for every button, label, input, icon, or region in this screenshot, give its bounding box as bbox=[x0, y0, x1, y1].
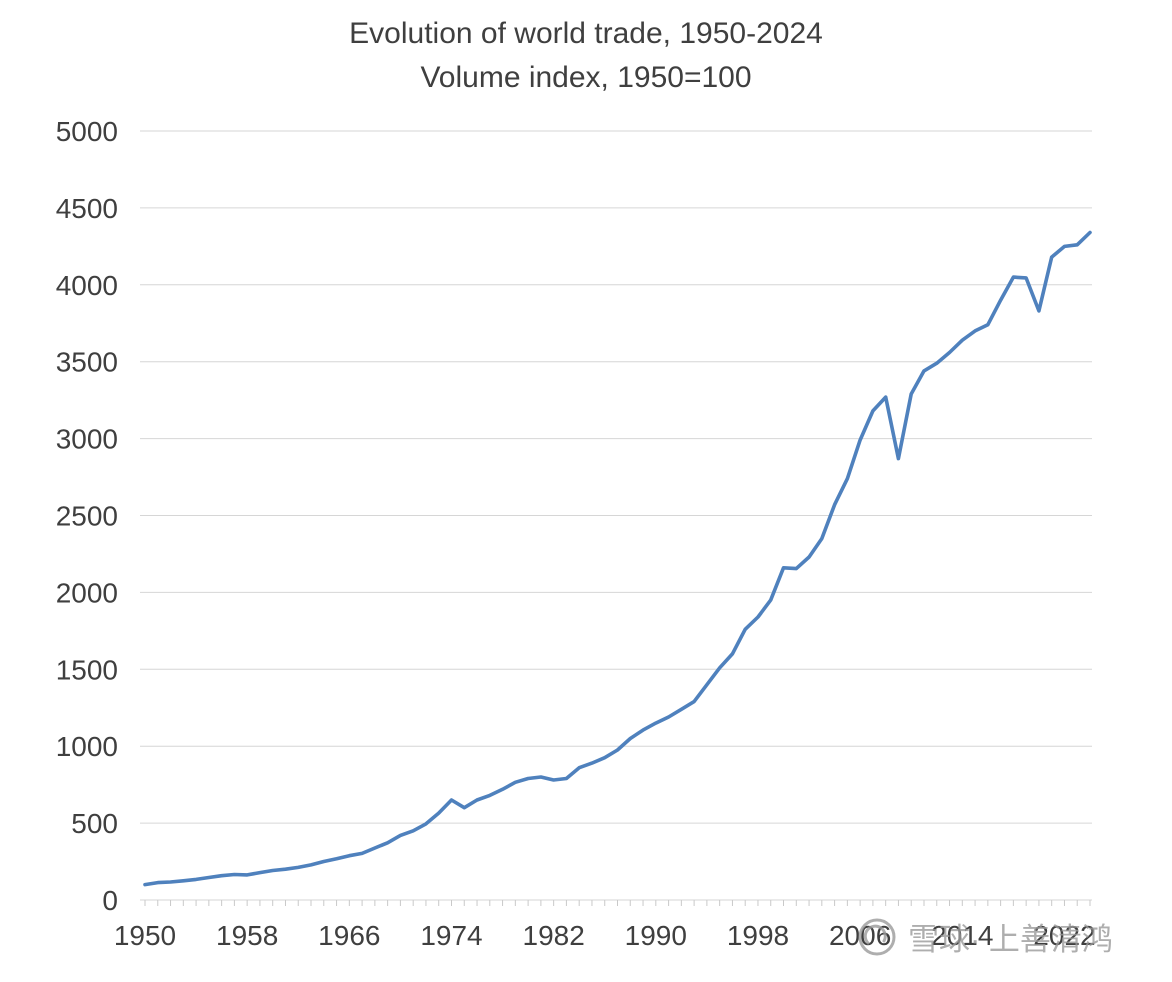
xueqiu-snowball-logo-icon bbox=[858, 918, 896, 955]
chart-title-block: Evolution of world trade, 1950-2024 Volu… bbox=[0, 12, 1172, 99]
x-axis-tick-label: 2014 bbox=[931, 920, 993, 951]
y-axis-tick-label: 4000 bbox=[56, 270, 118, 301]
y-axis-tick-label: 2500 bbox=[56, 501, 118, 532]
y-axis-tick-label: 500 bbox=[71, 808, 118, 839]
y-axis-tick-label: 3500 bbox=[56, 347, 118, 378]
trade-volume-line bbox=[143, 230, 1092, 887]
x-axis-tick-label: 1982 bbox=[523, 920, 585, 951]
y-axis-tick-label: 2000 bbox=[56, 577, 118, 608]
y-axis-tick-label: 4500 bbox=[56, 193, 118, 224]
watermark-text: 雪球· 上善清鸿 bbox=[908, 922, 1113, 957]
x-axis-tick-label: 1966 bbox=[318, 920, 380, 951]
y-axis-tick-label: 5000 bbox=[56, 116, 118, 147]
x-axis-tick-label: 1974 bbox=[420, 920, 482, 951]
chart-title: Evolution of world trade, 1950-2024 bbox=[349, 17, 823, 50]
x-axis-tick-label: 1958 bbox=[216, 920, 278, 951]
chart-subtitle: Volume index, 1950=100 bbox=[420, 60, 752, 94]
y-axis-tick-label: 1500 bbox=[56, 654, 118, 685]
watermark: 雪球· 上善清鸿 bbox=[856, 914, 1113, 959]
x-axis-tick-label: 1950 bbox=[114, 920, 176, 951]
x-axis-tick-label: 1990 bbox=[625, 920, 687, 951]
x-axis-tick-label: 1998 bbox=[727, 920, 789, 951]
y-axis-tick-label: 3000 bbox=[56, 424, 118, 455]
y-axis-tick-label: 1000 bbox=[56, 731, 118, 762]
y-axis-tick-label: 0 bbox=[102, 885, 118, 916]
x-axis-tick-label: 2022 bbox=[1033, 920, 1095, 951]
